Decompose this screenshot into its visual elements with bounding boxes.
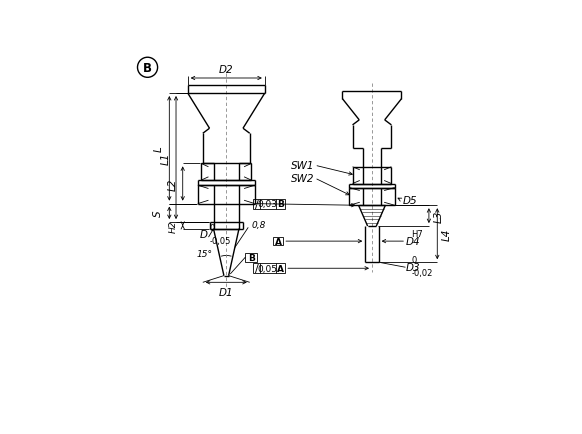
Text: B: B [248, 253, 255, 262]
Text: L: L [153, 146, 164, 152]
Text: D5: D5 [403, 195, 417, 205]
Polygon shape [273, 237, 283, 246]
Text: D2: D2 [219, 65, 233, 75]
Text: L3: L3 [434, 210, 443, 222]
Text: SW1: SW1 [291, 161, 314, 171]
Text: /: / [254, 263, 258, 273]
Text: 0,05: 0,05 [258, 264, 278, 273]
Text: B: B [143, 62, 152, 75]
Text: H7: H7 [411, 229, 423, 238]
Text: L1: L1 [161, 152, 171, 164]
Polygon shape [253, 263, 285, 274]
Text: SW2: SW2 [291, 174, 314, 184]
Text: 0: 0 [209, 224, 214, 233]
Text: B: B [277, 200, 284, 209]
Text: D: D [200, 229, 208, 239]
Text: S: S [153, 210, 164, 217]
Text: L4: L4 [442, 228, 452, 240]
Polygon shape [253, 199, 285, 209]
Text: 0,03: 0,03 [258, 200, 278, 209]
Text: D4: D4 [406, 237, 421, 247]
Text: D1: D1 [219, 287, 233, 297]
Text: A: A [277, 264, 284, 273]
Text: /: / [254, 199, 258, 209]
Text: -0,02: -0,02 [411, 268, 433, 277]
Text: A: A [275, 237, 282, 246]
Text: -0,05: -0,05 [209, 237, 230, 246]
Text: L2: L2 [168, 178, 178, 190]
Text: 15°: 15° [197, 250, 212, 259]
Polygon shape [246, 253, 257, 262]
Text: 0: 0 [411, 255, 417, 264]
Text: H2: H2 [169, 220, 178, 232]
Text: D3: D3 [406, 263, 421, 273]
Text: 0,8: 0,8 [251, 221, 266, 230]
